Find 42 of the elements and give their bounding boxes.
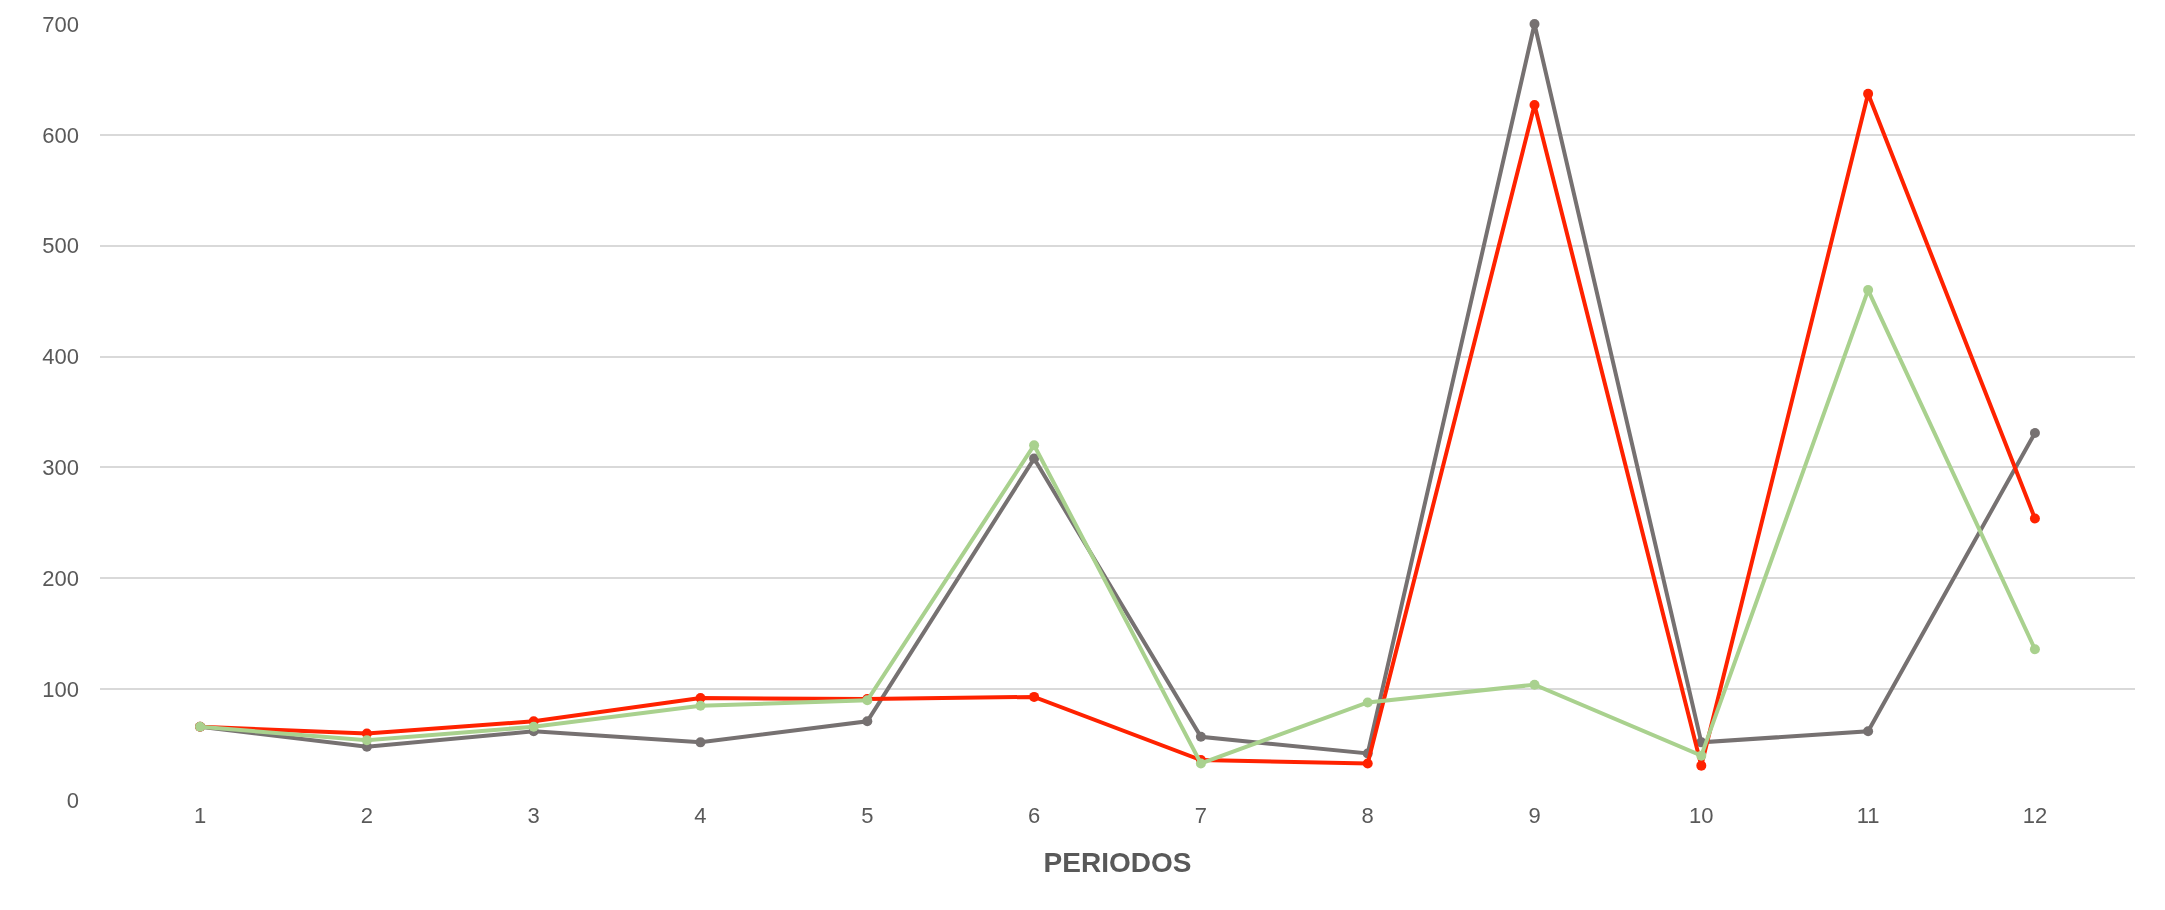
point bbox=[361, 735, 372, 746]
point bbox=[1029, 440, 1040, 451]
point bbox=[2029, 513, 2040, 524]
point bbox=[1863, 726, 1874, 737]
point bbox=[1029, 453, 1040, 464]
point bbox=[1362, 758, 1373, 769]
x-tick-label: 12 bbox=[2022, 803, 2048, 828]
point bbox=[528, 721, 539, 732]
point bbox=[1529, 19, 1540, 29]
x-tick-label: 9 bbox=[1528, 803, 1541, 828]
point bbox=[1696, 750, 1707, 761]
point bbox=[1529, 679, 1540, 690]
y-tick-label: 0 bbox=[66, 787, 79, 813]
x-tick-label: 8 bbox=[1361, 803, 1374, 828]
point bbox=[1195, 731, 1206, 742]
x-axis-title: PERIODOS bbox=[1043, 847, 1192, 879]
y-tick-label: 200 bbox=[42, 565, 79, 591]
y-tick-label: 400 bbox=[42, 344, 79, 370]
point bbox=[1529, 99, 1540, 110]
x-tick-label: 7 bbox=[1194, 803, 1208, 828]
x-tick-label: 11 bbox=[1856, 803, 1880, 828]
point bbox=[695, 737, 706, 748]
x-tick-label: 3 bbox=[527, 803, 540, 828]
point bbox=[1696, 760, 1707, 771]
x-tick-label: 1 bbox=[193, 803, 207, 828]
point bbox=[1863, 88, 1874, 99]
y-tick-label: 100 bbox=[42, 676, 79, 702]
y-tick-label: 300 bbox=[42, 455, 79, 481]
point bbox=[862, 716, 873, 727]
point bbox=[1029, 691, 1040, 702]
x-tick-label: 4 bbox=[694, 803, 707, 828]
x-tick-label: 10 bbox=[1689, 803, 1714, 828]
x-tick-label: 2 bbox=[360, 803, 374, 828]
y-tick-label: 500 bbox=[42, 233, 79, 259]
x-tick-label: 6 bbox=[1027, 803, 1041, 828]
point bbox=[2029, 644, 2040, 655]
point bbox=[2029, 428, 2040, 439]
point bbox=[695, 700, 706, 711]
y-tick-label: 600 bbox=[42, 122, 79, 148]
point bbox=[1362, 697, 1373, 708]
y-tick-label: 700 bbox=[42, 11, 79, 37]
x-tick-label: 5 bbox=[861, 803, 874, 828]
